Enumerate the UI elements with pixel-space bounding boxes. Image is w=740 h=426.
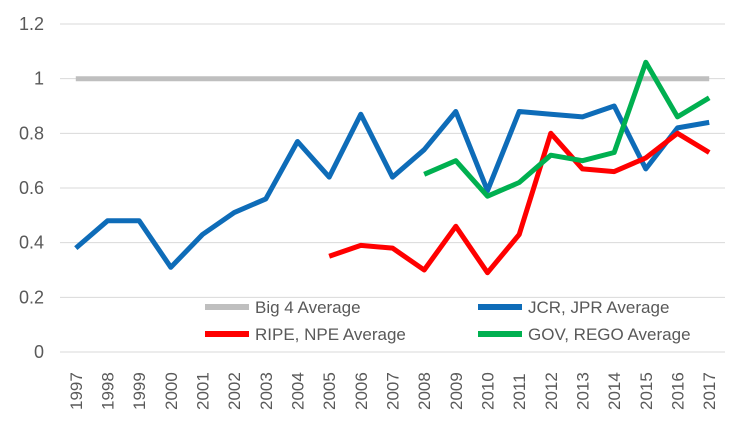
x-tick-label: 1997: [67, 372, 86, 410]
x-tick-label: 2016: [669, 372, 688, 410]
y-tick-label: 1.2: [19, 14, 44, 34]
x-tick-label: 1999: [130, 372, 149, 410]
x-tick-label: 2010: [479, 372, 498, 410]
x-tick-label: 2004: [289, 372, 308, 410]
x-tick-label: 2003: [257, 372, 276, 410]
x-tick-label: 2001: [194, 372, 213, 410]
x-tick-label: 2005: [320, 372, 339, 410]
y-axis-ticks: 0 0.2 0.4 0.6 0.8 1 1.2: [19, 14, 44, 362]
x-tick-label: 2013: [574, 372, 593, 410]
y-tick-label: 0.2: [19, 287, 44, 307]
x-tick-label: 2008: [415, 372, 434, 410]
x-tick-label: 2007: [384, 372, 403, 410]
x-tick-label: 2006: [352, 372, 371, 410]
series-line-3: [328, 130, 711, 276]
x-tick-label: 2015: [637, 372, 656, 410]
legend-label: Big 4 Average: [255, 298, 361, 317]
legend: Big 4 Average JCR, JPR Average RIPE, NPE A…: [205, 298, 691, 344]
y-tick-label: 1: [34, 69, 44, 89]
series-line-4: [423, 59, 711, 199]
y-tick-label: 0.4: [19, 233, 44, 253]
x-axis-ticks: 1997 1998 1999 2000 2001 2002 2003 2004 2005 2006…: [67, 372, 719, 410]
x-tick-label: 2012: [542, 372, 561, 410]
legend-label: GOV, REGO Average: [528, 325, 691, 344]
x-tick-label: 2009: [447, 372, 466, 410]
x-tick-label: 2000: [162, 372, 181, 410]
x-tick-label: 2002: [225, 372, 244, 410]
series-line-2: [74, 103, 710, 270]
legend-label: RIPE, NPE Average: [255, 325, 406, 344]
x-tick-label: 2017: [700, 372, 719, 410]
series-lines: [74, 59, 711, 276]
legend-label: JCR, JPR Average: [528, 298, 669, 317]
y-tick-label: 0.6: [19, 178, 44, 198]
x-tick-label: 2011: [510, 373, 529, 410]
x-tick-label: 2014: [605, 372, 624, 410]
y-tick-label: 0: [34, 342, 44, 362]
x-tick-label: 1998: [99, 372, 118, 410]
y-tick-label: 0.8: [19, 123, 44, 143]
